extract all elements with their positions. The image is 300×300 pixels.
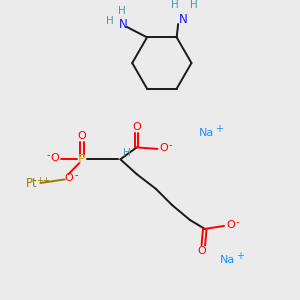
Text: N: N bbox=[119, 17, 128, 31]
Text: O: O bbox=[160, 143, 168, 153]
Text: H: H bbox=[123, 148, 131, 158]
Text: O: O bbox=[132, 122, 141, 132]
Text: H: H bbox=[171, 0, 179, 11]
Text: ++: ++ bbox=[36, 176, 50, 184]
Text: P: P bbox=[78, 153, 85, 166]
Text: O: O bbox=[51, 153, 60, 164]
Text: H: H bbox=[106, 16, 114, 26]
Text: -: - bbox=[74, 170, 78, 180]
Text: H: H bbox=[190, 0, 198, 11]
Text: O: O bbox=[226, 220, 235, 230]
Text: N: N bbox=[179, 13, 188, 26]
Text: +: + bbox=[215, 124, 223, 134]
Text: -: - bbox=[46, 150, 50, 160]
Text: -: - bbox=[169, 140, 172, 150]
Text: Na: Na bbox=[219, 255, 235, 265]
Text: O: O bbox=[77, 131, 86, 141]
Text: O: O bbox=[197, 245, 206, 256]
Text: Pt: Pt bbox=[26, 177, 38, 190]
Text: H: H bbox=[118, 6, 126, 16]
Text: +: + bbox=[236, 251, 244, 261]
Text: O: O bbox=[65, 173, 74, 183]
Text: Na: Na bbox=[199, 128, 214, 138]
Text: -: - bbox=[236, 217, 239, 227]
